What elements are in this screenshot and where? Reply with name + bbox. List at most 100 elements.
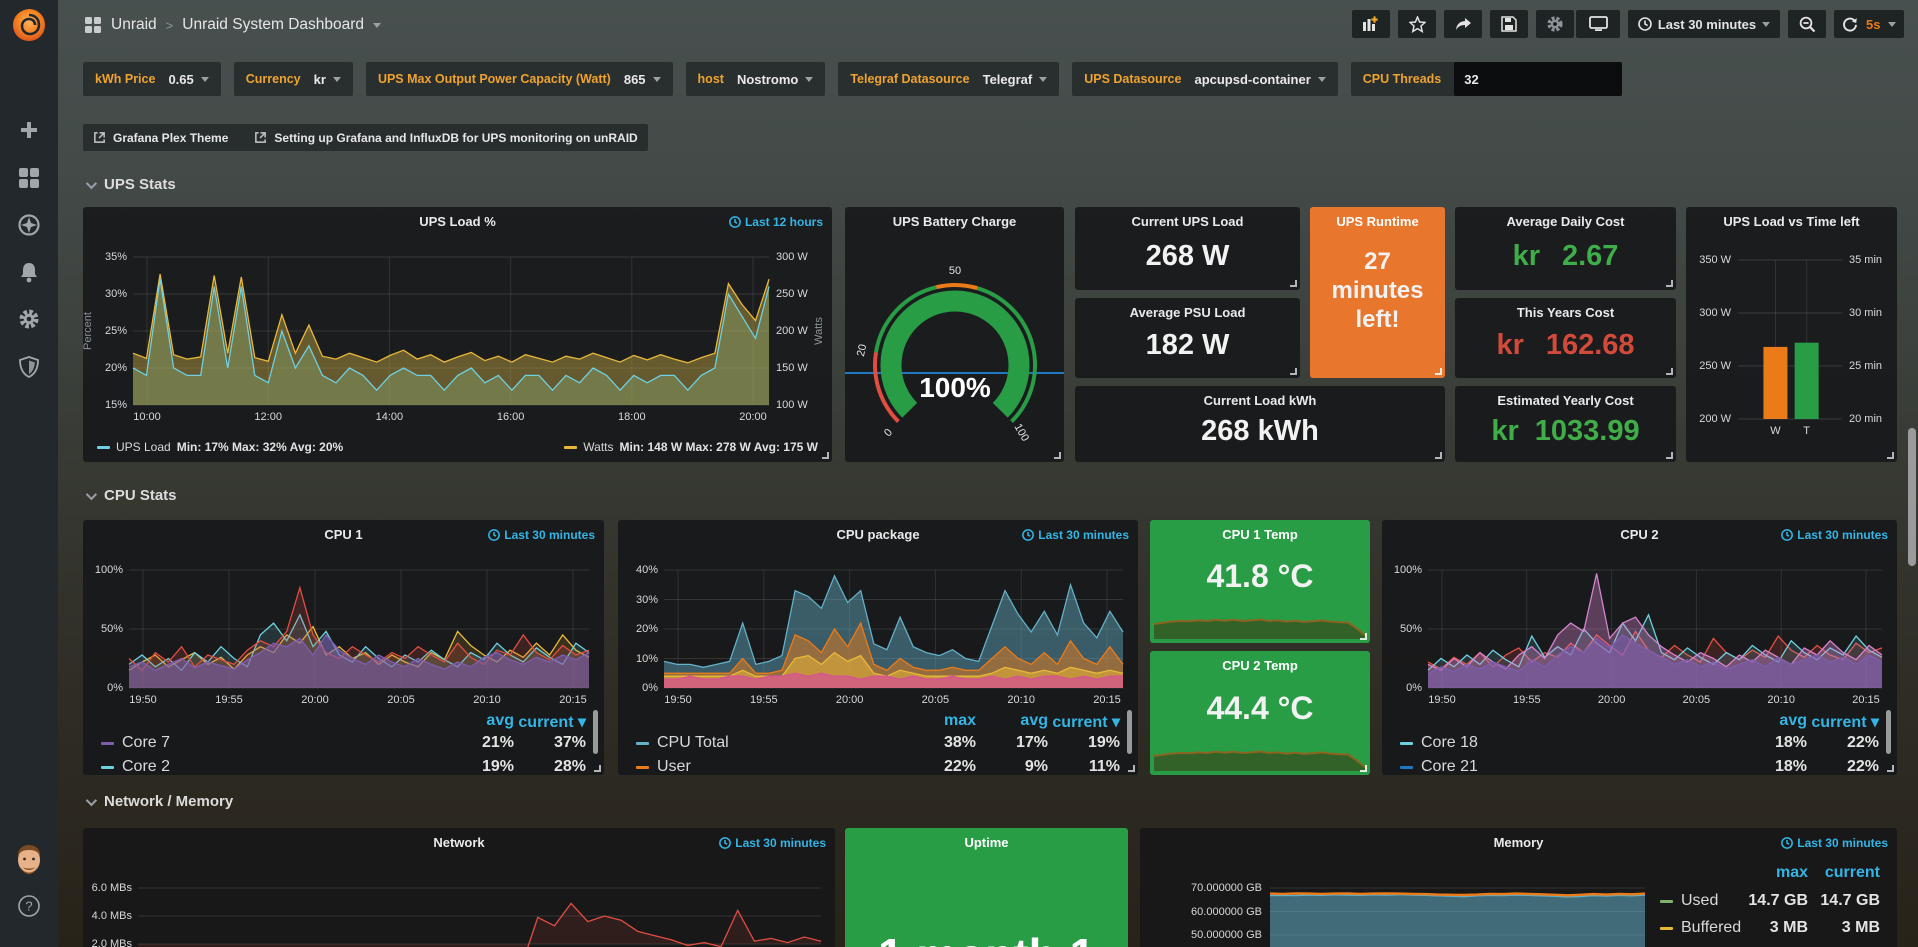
variable-host[interactable]: host Nostromo (685, 62, 826, 96)
legend-column-header[interactable]: max (1775, 864, 1808, 881)
legend-scrollbar-thumb[interactable] (1886, 710, 1891, 754)
configuration-gear-icon[interactable] (0, 299, 58, 339)
dashboards-icon[interactable] (0, 158, 58, 198)
legend-column-header[interactable]: current (1824, 864, 1880, 881)
create-plus-icon[interactable] (0, 110, 58, 150)
legend-series-name[interactable]: CPU Total (636, 734, 729, 752)
panel-title[interactable]: Average PSU Load (1129, 305, 1246, 320)
share-dashboard-button[interactable] (1444, 10, 1482, 38)
panel-title[interactable]: Memory (1493, 835, 1544, 850)
chart-canvas[interactable] (83, 207, 832, 462)
legend-column-header[interactable]: current ▾ (1052, 714, 1120, 731)
panel-title[interactable]: UPS Load vs Time left (1723, 214, 1860, 229)
legend-column-header[interactable]: avg (486, 712, 514, 729)
refresh-interval-caret-icon[interactable] (1888, 21, 1897, 27)
dashboard-settings-button[interactable] (1536, 10, 1574, 38)
legend-series-name[interactable]: Core 2 (101, 758, 170, 775)
add-panel-button[interactable] (1352, 10, 1390, 38)
panel-title[interactable]: CPU package (836, 527, 920, 542)
refresh-button-group[interactable]: 5s (1834, 10, 1905, 38)
variable-ups-datasource[interactable]: UPS Datasource apcupsd-container (1072, 62, 1338, 96)
refresh-interval-label[interactable]: 5s (1866, 16, 1881, 32)
panel-title[interactable]: Current Load kWh (1203, 393, 1317, 408)
variable-value[interactable]: apcupsd-container (1194, 72, 1326, 87)
panel-timerange[interactable]: Last 30 minutes (1022, 528, 1129, 542)
panel-title[interactable]: CPU 2 Temp (1222, 658, 1298, 673)
legend-series-name[interactable]: Used (1660, 892, 1718, 910)
legend-series-name[interactable]: Core 7 (101, 734, 170, 752)
panel-title[interactable]: UPS Load % (419, 214, 496, 229)
chart-canvas[interactable] (1140, 828, 1897, 947)
variable-value[interactable]: 865 (624, 72, 661, 87)
legend-column-header[interactable]: current ▾ (518, 714, 586, 731)
star-dashboard-button[interactable] (1398, 10, 1436, 38)
save-dashboard-button[interactable] (1490, 10, 1528, 38)
legend-series-name[interactable]: UPS Load (116, 440, 171, 454)
panel-timerange[interactable]: Last 12 hours (729, 215, 823, 229)
explore-compass-icon[interactable] (0, 205, 58, 245)
panel-timerange[interactable]: Last 30 minutes (719, 836, 826, 850)
section-cpu-stats[interactable]: CPU Stats (85, 487, 177, 504)
panel-timerange[interactable]: Last 30 minutes (1781, 836, 1888, 850)
legend-scrollbar-thumb[interactable] (593, 710, 598, 754)
breadcrumb-caret-icon[interactable] (373, 22, 382, 28)
panel-title[interactable]: Average Daily Cost (1506, 214, 1625, 229)
legend-column-header[interactable]: current ▾ (1811, 714, 1879, 731)
dashboard-link[interactable]: Grafana Plex Theme (93, 131, 228, 145)
legend-column-header[interactable]: avg (1779, 712, 1807, 729)
legend-series-name[interactable]: User (636, 758, 691, 775)
panel-title[interactable]: Estimated Yearly Cost (1497, 393, 1634, 408)
variable-value[interactable]: kr (314, 72, 341, 87)
zoom-out-button[interactable] (1788, 10, 1826, 38)
panel-timerange[interactable]: Last 30 minutes (488, 528, 595, 542)
panel-timerange[interactable]: Last 30 minutes (1781, 528, 1888, 542)
variable-currency[interactable]: Currency kr (233, 62, 353, 96)
panel-title[interactable]: Uptime (964, 835, 1009, 850)
section-ups-stats[interactable]: UPS Stats (85, 176, 176, 193)
dashboard-links-row: Grafana Plex Theme Setting up Grafana and… (83, 124, 648, 151)
variable-value[interactable]: Nostromo (737, 72, 814, 87)
legend-column-header[interactable]: max (943, 712, 976, 729)
panel-title[interactable]: This Years Cost (1516, 305, 1615, 320)
x-tick-label: 19:50 (129, 694, 157, 706)
legend-series-name[interactable]: Core 18 (1400, 734, 1478, 752)
chart-canvas[interactable] (83, 520, 604, 775)
window-scrollbar-thumb[interactable] (1908, 428, 1916, 566)
tv-kiosk-mode-button[interactable] (1576, 10, 1620, 38)
breadcrumb-app[interactable]: Unraid (111, 16, 157, 33)
panel-title[interactable]: Network (433, 835, 485, 850)
legend-column-header[interactable]: avg (1020, 712, 1048, 729)
panel-title[interactable]: UPS Runtime (1336, 214, 1419, 229)
legend-series-name[interactable]: Core 21 (1400, 758, 1478, 775)
dashboard-link[interactable]: Setting up Grafana and InfluxDB for UPS … (254, 131, 638, 145)
user-avatar[interactable] (0, 840, 58, 880)
help-icon[interactable]: ? (0, 886, 58, 926)
chart-canvas[interactable] (1382, 520, 1897, 775)
breadcrumb-page-title[interactable]: Unraid System Dashboard (182, 16, 365, 33)
variable-input[interactable] (1454, 62, 1623, 96)
panel-title[interactable]: CPU 2 (1620, 527, 1659, 542)
variable-kwh-price[interactable]: kWh Price 0.65 (83, 62, 221, 96)
chart-canvas[interactable] (618, 520, 1138, 775)
variable-cpu-threads[interactable]: CPU Threads (1350, 62, 1623, 96)
variable-telegraf-datasource[interactable]: Telegraf Datasource Telegraf (838, 62, 1060, 96)
refresh-icon[interactable] (1842, 16, 1858, 32)
panel-title[interactable]: CPU 1 (324, 527, 363, 542)
grafana-logo-icon[interactable] (11, 7, 47, 43)
stat-value: 268 W (1145, 240, 1230, 272)
section-network-memory[interactable]: Network / Memory (85, 793, 233, 810)
panel-title[interactable]: UPS Battery Charge (892, 214, 1017, 229)
chart-canvas[interactable] (83, 828, 835, 947)
legend-series-name[interactable]: Buffered (1660, 919, 1741, 937)
chart-canvas[interactable] (1686, 207, 1897, 462)
variable-ups-max-output-power-capacity-watt-[interactable]: UPS Max Output Power Capacity (Watt) 865 (365, 62, 673, 96)
panel-title[interactable]: CPU 1 Temp (1222, 527, 1298, 542)
server-admin-shield-icon[interactable] (0, 347, 58, 387)
time-range-picker[interactable]: Last 30 minutes (1628, 10, 1780, 38)
variable-value[interactable]: 0.65 (168, 72, 209, 87)
panel-title[interactable]: Current UPS Load (1131, 214, 1244, 229)
alerting-bell-icon[interactable] (0, 252, 58, 292)
legend-series-name[interactable]: Watts (583, 440, 614, 454)
variable-value[interactable]: Telegraf (983, 72, 1048, 87)
legend-scrollbar-thumb[interactable] (1127, 710, 1132, 754)
